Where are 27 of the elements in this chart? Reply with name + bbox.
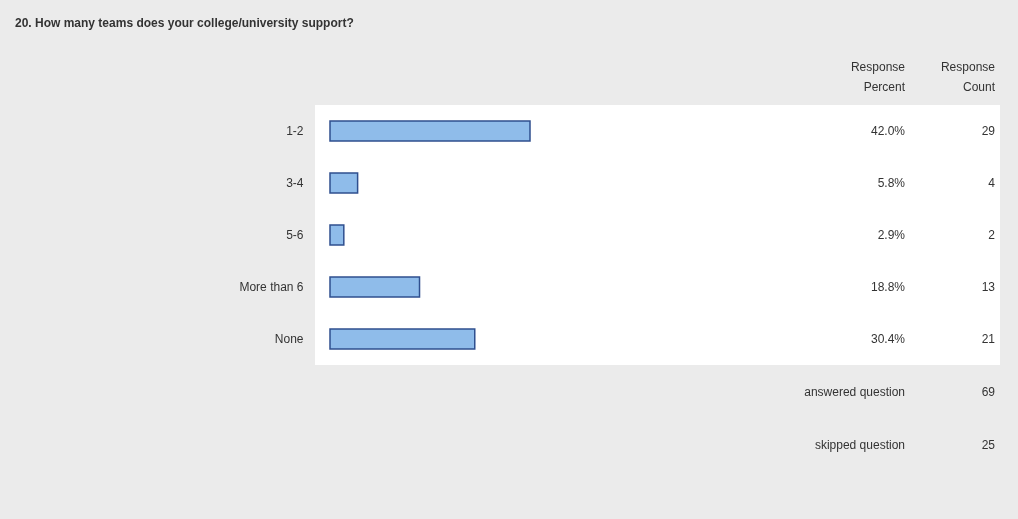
- bar: [329, 276, 421, 298]
- text: 20. How many teams does your college/university support?: [15, 16, 354, 30]
- text: 69: [981, 385, 996, 399]
- data-label: 42.0%: [870, 124, 906, 138]
- text: 29: [981, 124, 996, 138]
- text: 25: [981, 438, 996, 452]
- data-label: 5.8%: [877, 176, 906, 190]
- data-label: 18.8%: [870, 280, 906, 294]
- bar: [329, 172, 359, 194]
- text: Response Percent: [850, 60, 906, 94]
- y-tick-label: 5-6: [286, 228, 304, 242]
- y-tick-label: 1-2: [286, 124, 304, 138]
- text: 2: [988, 228, 996, 242]
- y-tick-label: None: [274, 332, 304, 346]
- y-tick-label: More than 6: [239, 280, 304, 294]
- text: Response Count: [940, 60, 996, 94]
- text: 4: [988, 176, 996, 190]
- text: answered question: [804, 385, 905, 399]
- data-label: 2.9%: [877, 228, 906, 242]
- text: 13: [981, 280, 996, 294]
- data-label: 30.4%: [870, 332, 906, 346]
- text: skipped question: [814, 438, 905, 452]
- bar: [329, 224, 345, 246]
- bar: [329, 328, 476, 350]
- bar: [329, 120, 531, 142]
- text: 21: [981, 332, 996, 346]
- y-tick-label: 3-4: [286, 176, 304, 190]
